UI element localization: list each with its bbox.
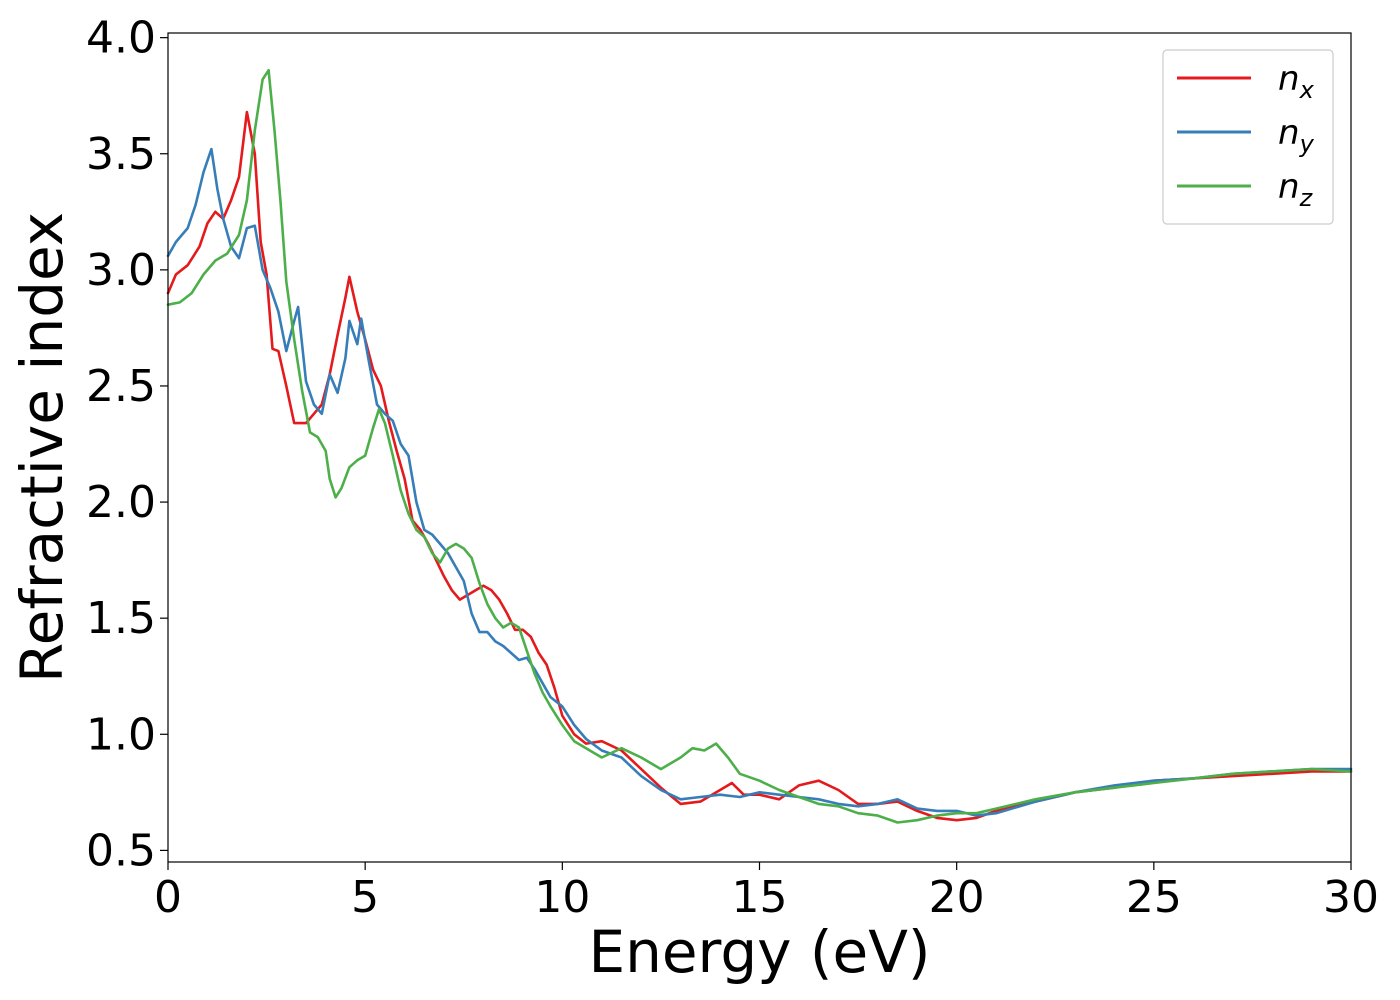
y-tick-label: 2.0 <box>86 477 156 528</box>
y-tick-label: 1.0 <box>86 709 156 760</box>
series-line-ny <box>166 147 1353 817</box>
x-axis-ticks: 0 5 10 15 20 25 30 <box>154 862 1379 923</box>
x-tick-label: 0 <box>154 872 182 923</box>
legend-label-main: n <box>1278 167 1300 207</box>
series-line-nz <box>166 68 1353 824</box>
legend-label-subscript: x <box>1299 76 1315 104</box>
y-tick-label: 4.0 <box>86 13 156 64</box>
y-tick-label: 2.5 <box>86 361 156 412</box>
y-tick-label: 0.5 <box>86 825 156 876</box>
legend-box <box>1162 49 1334 225</box>
x-tick-label: 15 <box>732 872 788 923</box>
x-tick-label: 20 <box>929 872 985 923</box>
y-axis-ticks: 0.5 1.0 1.5 2.0 2.5 3.0 3.5 4.0 <box>86 13 168 876</box>
legend-label-nx: nx <box>1278 59 1315 104</box>
legend-label-main: n <box>1278 59 1300 99</box>
series-line-nx <box>166 110 1353 822</box>
series-layer <box>166 68 1353 824</box>
legend-label-main: n <box>1278 113 1300 153</box>
x-axis-title: Energy (eV) <box>588 918 930 986</box>
plot-background <box>168 33 1351 862</box>
x-tick-label: 25 <box>1126 872 1182 923</box>
x-tick-label: 10 <box>534 872 590 923</box>
legend-label-ny: ny <box>1278 113 1315 158</box>
y-tick-label: 3.0 <box>86 245 156 296</box>
legend-label-subscript: z <box>1299 184 1314 212</box>
y-axis-title: Refractive index <box>8 212 76 683</box>
legend-label-nz: nz <box>1278 167 1314 212</box>
legend-label-subscript: y <box>1299 130 1315 158</box>
y-tick-label: 1.5 <box>86 593 156 644</box>
x-tick-label: 5 <box>351 872 379 923</box>
y-tick-label: 3.5 <box>86 129 156 180</box>
x-tick-label: 30 <box>1323 872 1379 923</box>
